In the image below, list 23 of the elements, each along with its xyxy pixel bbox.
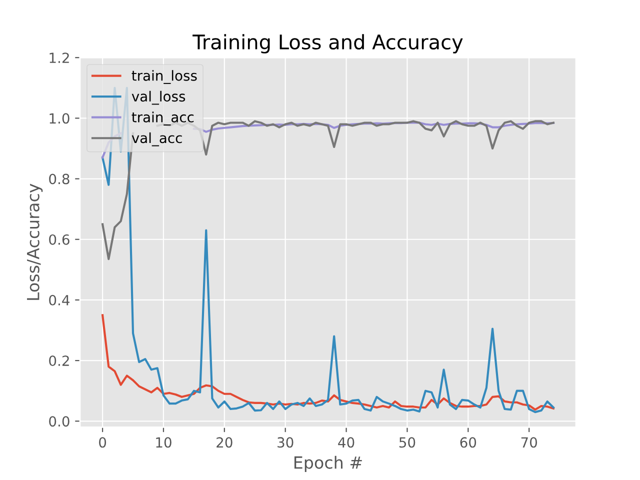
x-tick-label: 50	[399, 437, 416, 448]
line-series	[102, 314, 554, 411]
y-axis-title: Loss/Accuracy	[27, 184, 43, 300]
y-tick-label: 0.0	[49, 416, 70, 427]
legend-label: val_loss	[132, 90, 186, 105]
x-axis-title: Epoch #	[294, 456, 362, 472]
legend-label: train_loss	[132, 70, 197, 84]
y-tick-label: 1.2	[50, 52, 69, 63]
x-tick-label: 70	[521, 437, 537, 448]
x-tick-label: 60	[460, 437, 476, 448]
y-tick-label: 0.4	[49, 294, 70, 306]
chart-title: Training Loss and Accuracy	[192, 34, 463, 54]
x-tick-label: 10	[156, 437, 172, 448]
legend-label: train_acc	[132, 112, 194, 126]
x-tick-label: 30	[278, 437, 294, 448]
y-tick-label: 1.0	[50, 113, 70, 124]
y-tick-label: 0.6	[49, 234, 70, 245]
y-tick-label: 0.2	[49, 356, 69, 366]
x-tick-label: 20	[216, 437, 232, 448]
x-tick-label: 0	[99, 437, 106, 448]
x-tick-label: 40	[338, 437, 354, 448]
legend-label: val_acc	[132, 132, 182, 146]
y-tick-label: 0.8	[49, 174, 70, 184]
